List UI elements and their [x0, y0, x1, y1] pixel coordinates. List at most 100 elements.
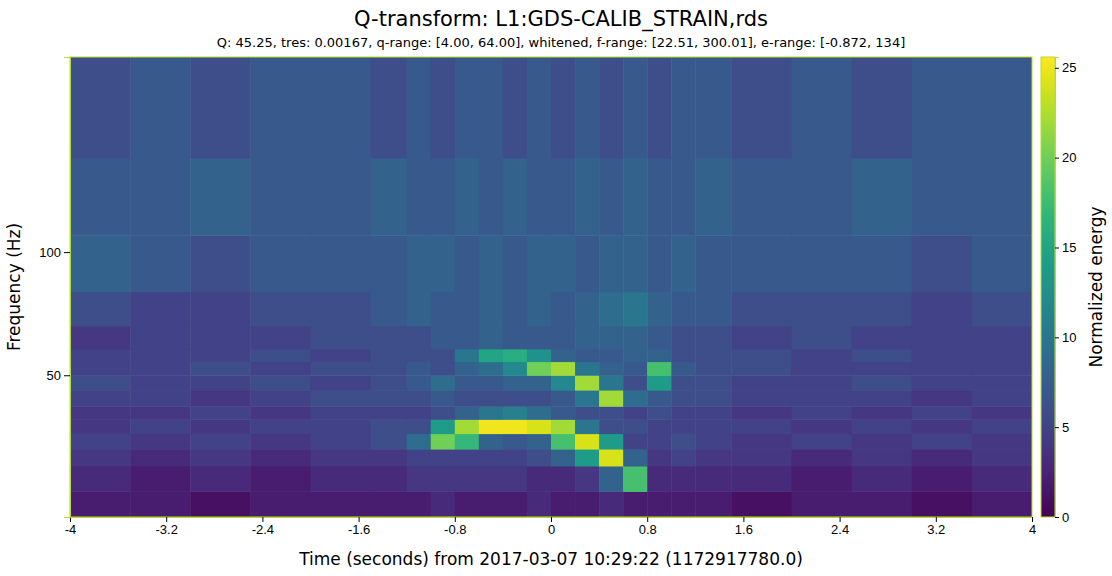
tick: 20 [1055, 150, 1076, 165]
cell [527, 466, 552, 492]
cell [671, 57, 696, 158]
cell [250, 419, 311, 434]
cell [503, 466, 528, 492]
cell [575, 375, 600, 390]
cell [190, 466, 251, 492]
cell [731, 449, 792, 466]
cell [431, 419, 456, 434]
cell [130, 375, 191, 390]
cell [792, 491, 853, 517]
cell [852, 362, 913, 376]
cell [503, 57, 528, 158]
tick: 0 [1055, 510, 1069, 525]
cell [479, 375, 504, 390]
cell [792, 434, 853, 450]
cell [130, 406, 191, 420]
tick: 25 [1055, 60, 1076, 75]
cell [70, 57, 131, 158]
cell [130, 158, 191, 236]
cell [70, 158, 131, 236]
cell [455, 419, 480, 434]
cell [912, 434, 973, 450]
cell [479, 491, 504, 517]
cell [455, 292, 480, 327]
cell [250, 326, 311, 349]
cell [455, 390, 480, 407]
tick: 1.6 [735, 517, 753, 537]
cell [647, 362, 672, 376]
tick: 10 [1055, 330, 1076, 345]
cell [130, 466, 191, 492]
cell [455, 57, 480, 158]
cell [647, 466, 672, 492]
cell [647, 434, 672, 450]
cell [503, 434, 528, 450]
cell [972, 362, 1032, 376]
cell [599, 158, 624, 236]
cell [479, 390, 504, 407]
cell [70, 292, 131, 327]
cell [647, 419, 672, 434]
tick-label: -4 [65, 522, 77, 537]
cell [599, 292, 624, 327]
cell [575, 491, 600, 517]
cell [70, 390, 131, 407]
cell [431, 375, 456, 390]
cell [695, 235, 732, 292]
tick-label: 100 [39, 245, 61, 260]
cell [599, 466, 624, 492]
cell [623, 390, 648, 407]
tick: 100 [39, 245, 70, 260]
cell [731, 326, 792, 349]
cell [647, 57, 672, 158]
cell [671, 406, 696, 420]
cell [972, 390, 1032, 407]
cell [647, 158, 672, 236]
cell [527, 375, 552, 390]
cell [551, 235, 576, 292]
cell [371, 419, 408, 434]
cell [695, 158, 732, 236]
cell [647, 235, 672, 292]
cell [503, 292, 528, 327]
cell [527, 292, 552, 327]
cell [130, 434, 191, 450]
axis-line [1056, 58, 1060, 518]
cell [455, 449, 480, 466]
cell [407, 406, 432, 420]
cell [792, 406, 853, 420]
tick-label: -1.6 [348, 522, 370, 537]
cell [190, 406, 251, 420]
tick: -2.4 [252, 517, 274, 537]
cell [130, 449, 191, 466]
cell [647, 375, 672, 390]
cell [311, 292, 372, 327]
cell [70, 326, 131, 349]
cell [575, 419, 600, 434]
cell [479, 466, 504, 492]
cell [671, 326, 696, 349]
x-axis: -4-3.2-2.4-1.6-0.800.81.62.43.24 [65, 517, 1036, 537]
cell [190, 419, 251, 434]
cell [731, 235, 792, 292]
cell [599, 375, 624, 390]
cell [431, 235, 456, 292]
cell [623, 491, 648, 517]
colorbar [1041, 57, 1055, 517]
cell [527, 57, 552, 158]
cell [695, 466, 732, 492]
cell [731, 57, 792, 158]
tick-mark [1055, 158, 1059, 159]
cell [599, 349, 624, 362]
cell [623, 57, 648, 158]
cell [695, 390, 732, 407]
cell [190, 434, 251, 450]
cell [647, 491, 672, 517]
cell [731, 375, 792, 390]
cell [852, 375, 913, 390]
cell [407, 326, 432, 349]
cell [407, 57, 432, 158]
cell [70, 406, 131, 420]
tick: -4 [65, 517, 77, 537]
tick-label: -3.2 [155, 522, 177, 537]
